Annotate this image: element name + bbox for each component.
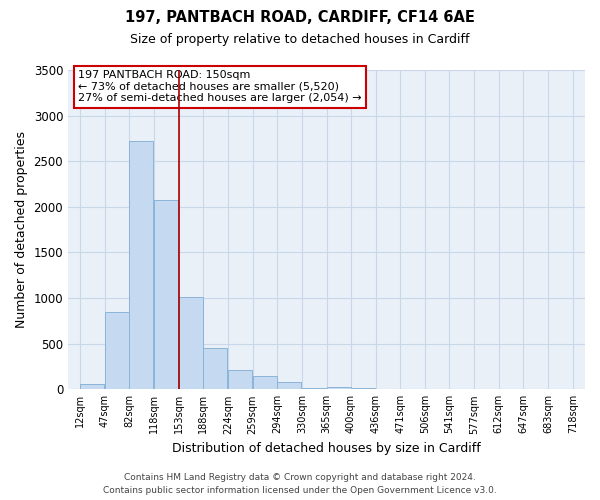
Bar — [326, 386, 351, 390]
Bar — [253, 376, 277, 390]
Text: 197, PANTBACH ROAD, CARDIFF, CF14 6AE: 197, PANTBACH ROAD, CARDIFF, CF14 6AE — [125, 10, 475, 25]
Bar — [229, 370, 253, 390]
Bar — [302, 388, 326, 390]
Bar — [351, 388, 375, 390]
Bar — [179, 297, 203, 390]
Bar — [105, 312, 129, 390]
Text: Contains HM Land Registry data © Crown copyright and database right 2024.
Contai: Contains HM Land Registry data © Crown c… — [103, 474, 497, 495]
Bar — [129, 141, 154, 390]
Text: Size of property relative to detached houses in Cardiff: Size of property relative to detached ho… — [130, 32, 470, 46]
X-axis label: Distribution of detached houses by size in Cardiff: Distribution of detached houses by size … — [172, 442, 481, 455]
Bar — [154, 200, 178, 390]
Y-axis label: Number of detached properties: Number of detached properties — [15, 131, 28, 328]
Bar — [203, 348, 227, 390]
Bar — [277, 382, 301, 390]
Bar — [80, 384, 104, 390]
Text: 197 PANTBACH ROAD: 150sqm
← 73% of detached houses are smaller (5,520)
27% of se: 197 PANTBACH ROAD: 150sqm ← 73% of detac… — [79, 70, 362, 103]
